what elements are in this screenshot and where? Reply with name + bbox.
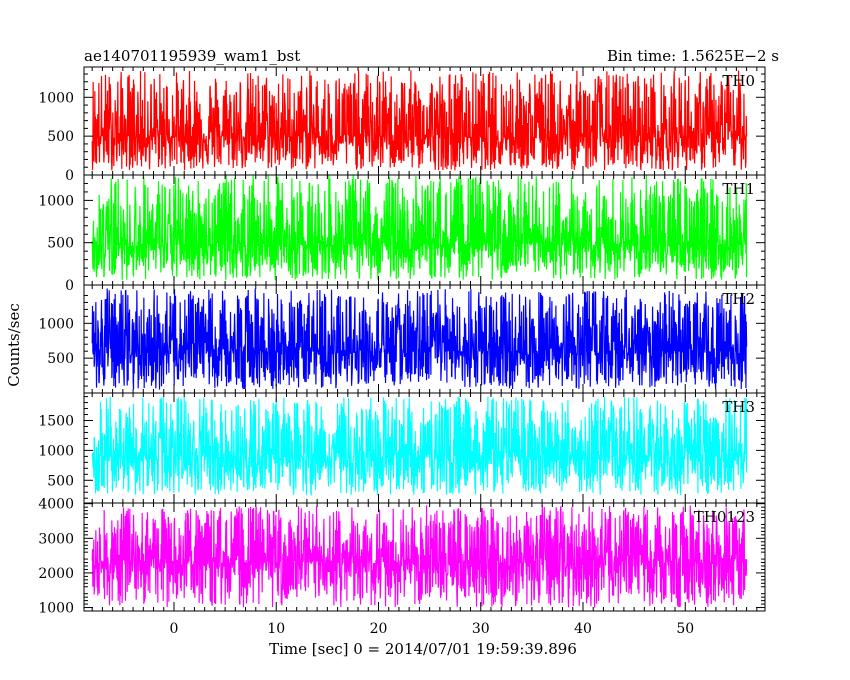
y-tick-label-th0-500: 500 bbox=[47, 129, 74, 145]
series-line-th0 bbox=[91, 70, 748, 171]
y-tick-label-th2-1000: 1000 bbox=[38, 316, 74, 332]
y-tick-label-th3-500: 500 bbox=[47, 473, 74, 489]
panel-label-th1: TH1 bbox=[722, 180, 755, 198]
y-tick-label-th0-0: 0 bbox=[65, 168, 74, 184]
x-tick-label-10: 10 bbox=[267, 621, 285, 637]
panels-group: TH005001000TH105001000TH25001000TH350010… bbox=[38, 66, 766, 637]
y-tick-label-th1-1000: 1000 bbox=[38, 193, 74, 209]
series-line-th2 bbox=[91, 288, 748, 390]
panel-frame-th0123 bbox=[83, 502, 766, 612]
y-tick-label-th2-500: 500 bbox=[47, 351, 74, 367]
series-line-th3 bbox=[91, 396, 748, 497]
x-tick-label-40: 40 bbox=[574, 621, 592, 637]
chart-title-left: ae140701195939_wam1_bst bbox=[84, 47, 300, 65]
y-tick-label-th0123-4000: 4000 bbox=[38, 497, 74, 513]
series-line-th1 bbox=[91, 175, 748, 280]
x-tick-label-20: 20 bbox=[370, 621, 388, 637]
y-tick-label-th3-1000: 1000 bbox=[38, 443, 74, 459]
panel-label-th0: TH0 bbox=[722, 72, 755, 90]
panel-label-th3: TH3 bbox=[722, 398, 755, 416]
x-tick-label-0: 0 bbox=[170, 621, 179, 637]
y-tick-label-th0123-3000: 3000 bbox=[38, 531, 74, 547]
series-line-th0123 bbox=[91, 504, 748, 608]
y-axis-label: Counts/sec bbox=[5, 303, 23, 387]
y-tick-label-th0123-1000: 1000 bbox=[38, 601, 74, 617]
panel-label-th2: TH2 bbox=[722, 290, 755, 308]
y-tick-label-th1-500: 500 bbox=[47, 236, 74, 252]
y-tick-label-th0-1000: 1000 bbox=[38, 90, 74, 106]
x-tick-label-50: 50 bbox=[676, 621, 694, 637]
x-axis-label: Time [sec] 0 = 2014/07/01 19:59:39.896 bbox=[269, 640, 577, 658]
panel-label-th0123: TH0123 bbox=[694, 508, 755, 526]
x-tick-label-30: 30 bbox=[472, 621, 490, 637]
chart-title-right: Bin time: 1.5625E−2 s bbox=[607, 47, 779, 65]
y-tick-label-th0123-2000: 2000 bbox=[38, 566, 74, 582]
y-tick-label-th1-0: 0 bbox=[65, 278, 74, 294]
y-tick-label-th3-1500: 1500 bbox=[38, 414, 74, 430]
